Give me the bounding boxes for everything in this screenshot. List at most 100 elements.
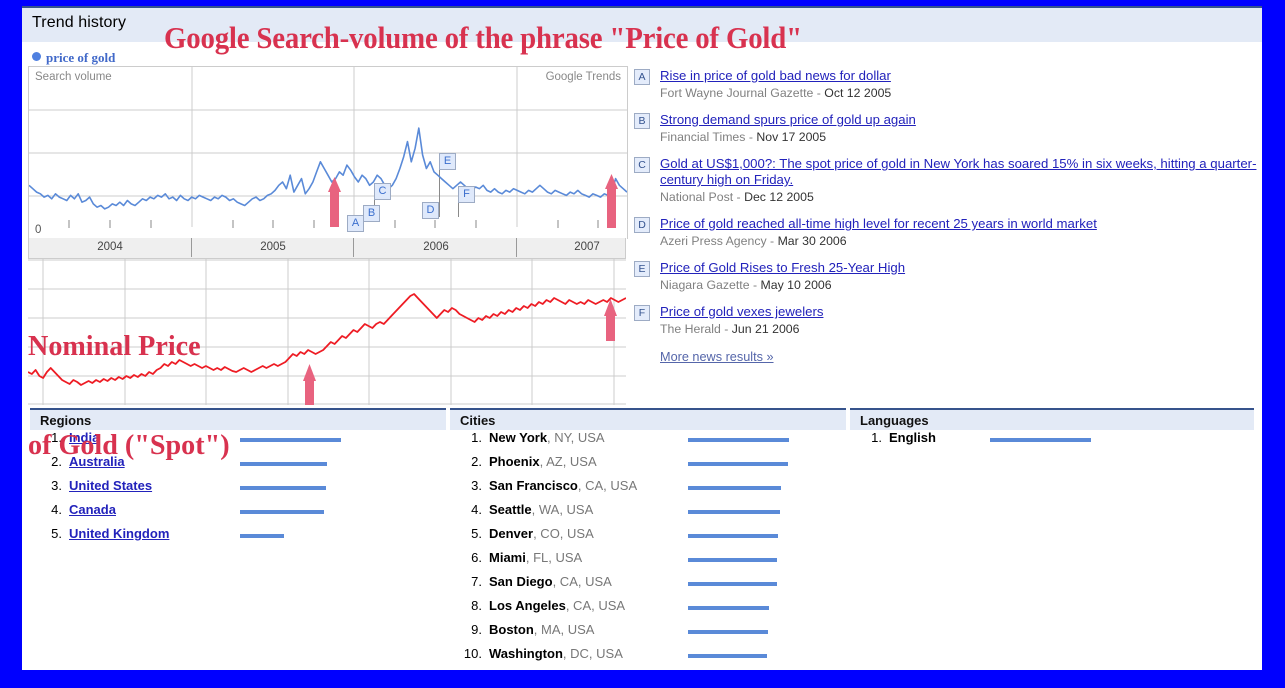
news-source-name: National Post xyxy=(660,190,734,204)
news-title-link[interactable]: Price of gold reached all-time high leve… xyxy=(660,216,1097,231)
list-rank: 1. xyxy=(51,430,62,445)
popularity-bar xyxy=(990,438,1091,442)
list-rank: 3. xyxy=(51,478,62,493)
region-link[interactable]: Australia xyxy=(69,454,125,469)
entry-region: , DC, USA xyxy=(562,646,623,661)
gold-caption-line1: Nominal Price xyxy=(28,330,201,362)
region-link[interactable]: India xyxy=(69,430,100,445)
languages-list: 1. English xyxy=(850,430,1254,454)
list-item: 1. India xyxy=(30,430,446,454)
popularity-bar xyxy=(688,534,778,538)
regions-header: Regions xyxy=(30,408,446,430)
trend-history-header-band xyxy=(22,6,1262,44)
popularity-bar xyxy=(688,558,777,562)
list-rank: 8. xyxy=(471,598,482,613)
popularity-bar xyxy=(688,630,768,634)
news-title-link[interactable]: Rise in price of gold bad news for dolla… xyxy=(660,68,891,83)
news-title-link[interactable]: Strong demand spurs price of gold up aga… xyxy=(660,112,916,127)
entry-region: , CA, USA xyxy=(552,574,612,589)
region-link[interactable]: Canada xyxy=(69,502,116,517)
legend-price-of-gold: price of gold xyxy=(32,50,115,66)
news-source-name: The Herald xyxy=(660,322,721,336)
chart-zero-label: 0 xyxy=(35,224,42,236)
news-item: E Price of Gold Rises to Fresh 25-Year Hi… xyxy=(634,260,1258,292)
list-rank: 3. xyxy=(471,478,482,493)
list-item: 2. Australia xyxy=(30,454,446,478)
popularity-bar xyxy=(688,462,788,466)
news-marker-e[interactable]: E xyxy=(439,153,456,170)
news-marker-b[interactable]: B xyxy=(363,205,380,222)
list-item: 9. Boston, MA, USA xyxy=(450,622,846,646)
list-item: 4. Canada xyxy=(30,502,446,526)
list-item: 10. Washington, DC, USA xyxy=(450,646,846,670)
entry-name: Phoenix xyxy=(489,454,540,469)
entry-name: Seattle xyxy=(489,502,532,517)
entry-name: Miami xyxy=(489,550,526,565)
list-rank: 4. xyxy=(51,502,62,517)
news-item: D Price of gold reached all-time high lev… xyxy=(634,216,1258,248)
region-link[interactable]: United States xyxy=(69,478,153,493)
axis-year-label: 2005 xyxy=(260,241,286,253)
news-marker-f[interactable]: F xyxy=(458,186,475,203)
popularity-bar xyxy=(688,510,780,514)
news-marker-a[interactable]: A xyxy=(347,215,364,232)
news-title-link[interactable]: Gold at US$1,000?: The spot price of gol… xyxy=(660,156,1257,187)
search-volume-plot xyxy=(29,67,627,231)
entry-name: New York xyxy=(489,430,548,445)
list-item: 3. San Francisco, CA, USA xyxy=(450,478,846,502)
news-item: A Rise in price of gold bad news for doll… xyxy=(634,68,1258,100)
news-source-name: Fort Wayne Journal Gazette xyxy=(660,86,814,100)
news-badge-b: B xyxy=(634,113,650,129)
news-date: Mar 30 2006 xyxy=(777,234,847,248)
page-title: Google Search-volume of the phrase "Pric… xyxy=(164,20,802,55)
axis-year-label: 2007 xyxy=(574,241,600,253)
news-badge-c: C xyxy=(634,157,650,173)
news-date: Nov 17 2005 xyxy=(756,130,827,144)
list-item: 8. Los Angeles, CA, USA xyxy=(450,598,846,622)
gold-caption-line2: of Gold ("Spot") xyxy=(28,429,230,461)
entry-region: , WA, USA xyxy=(531,502,594,517)
news-marker-c[interactable]: C xyxy=(374,183,391,200)
axis-divider xyxy=(516,238,517,257)
entry-name: Washington xyxy=(489,646,563,661)
news-title-link[interactable]: Price of Gold Rises to Fresh 25-Year Hig… xyxy=(660,260,906,275)
chart-x-axis-band: 2004 2005 2006 2007 xyxy=(28,238,626,259)
list-item: 5. Denver, CO, USA xyxy=(450,526,846,550)
news-source-name: Azeri Press Agency xyxy=(660,234,767,248)
news-badge-e: E xyxy=(634,261,650,277)
entry-region: , FL, USA xyxy=(525,550,583,565)
google-trends-page: Trend history price of gold Google Searc… xyxy=(22,6,1262,670)
more-news-results-link[interactable]: More news results » xyxy=(660,350,774,364)
news-source-line: National Post - Dec 12 2005 xyxy=(660,190,814,204)
news-source-name: Niagara Gazette xyxy=(660,278,750,292)
entry-region: , CA, USA xyxy=(577,478,638,493)
cities-list: 1. New York, NY, USA 2. Phoenix, AZ, USA 3. S… xyxy=(450,430,846,670)
list-item: 4. Seattle, WA, USA xyxy=(450,502,846,526)
list-rank: 7. xyxy=(471,574,482,589)
popularity-bar xyxy=(240,510,324,514)
news-source-name: Financial Times xyxy=(660,130,746,144)
news-date: Jun 21 2006 xyxy=(731,322,800,336)
trend-history-title: Trend history xyxy=(32,14,127,31)
languages-panel: Languages 1. English xyxy=(850,408,1254,454)
popularity-bar xyxy=(240,534,285,538)
list-rank: 1. xyxy=(871,430,882,445)
entry-region: , CA, USA xyxy=(565,598,626,613)
gold-chart-caption: Nominal Price of Gold ("Spot") xyxy=(28,264,230,528)
list-item: 1. New York, NY, USA xyxy=(450,430,846,454)
popularity-bar xyxy=(688,582,777,586)
list-rank: 2. xyxy=(51,454,62,469)
list-item: 3. United States xyxy=(30,478,446,502)
news-title-link[interactable]: Price of gold vexes jewelers xyxy=(660,304,824,319)
popularity-bar xyxy=(688,654,767,658)
news-item: F Price of gold vexes jewelers The Herald … xyxy=(634,304,1258,336)
region-link[interactable]: United Kingdom xyxy=(69,526,170,541)
news-marker-d[interactable]: D xyxy=(422,202,439,219)
popularity-bar xyxy=(688,606,769,610)
regions-list: 1. India 2. Australia 3. United States 4. Canad… xyxy=(30,430,446,550)
cities-header: Cities xyxy=(450,408,846,430)
list-rank: 5. xyxy=(471,526,482,541)
list-rank: 5. xyxy=(51,526,62,541)
gold-price-plot xyxy=(28,259,626,405)
list-item: 7. San Diego, CA, USA xyxy=(450,574,846,598)
